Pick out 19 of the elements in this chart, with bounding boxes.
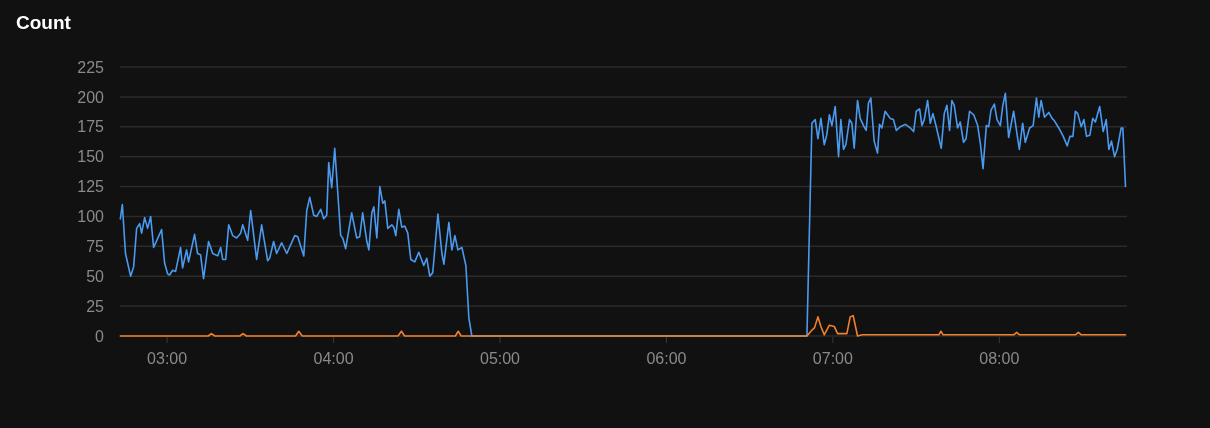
chart-title: Count bbox=[16, 12, 72, 33]
x-tick-label: 08:00 bbox=[979, 350, 1020, 368]
y-tick-label: 125 bbox=[77, 178, 105, 196]
x-tick-label: 04:00 bbox=[313, 350, 354, 368]
y-tick-label: 0 bbox=[95, 327, 105, 345]
line-series bbox=[119, 314, 1127, 337]
x-tick-label: 05:00 bbox=[479, 350, 521, 368]
y-tick-label: 100 bbox=[77, 208, 105, 226]
y-tick-label: 175 bbox=[77, 118, 105, 136]
y-tick-label: 25 bbox=[86, 297, 105, 315]
y-tick-label: 50 bbox=[86, 267, 105, 285]
x-tick-label: 06:00 bbox=[646, 350, 687, 368]
y-tick-label: 200 bbox=[77, 88, 105, 106]
line-series bbox=[119, 92, 1127, 337]
x-tick-label: 07:00 bbox=[812, 350, 854, 368]
y-tick-label: 225 bbox=[77, 58, 105, 76]
y-tick-label: 75 bbox=[86, 237, 105, 255]
y-tick-label: 150 bbox=[77, 148, 105, 166]
x-tick-label: 03:00 bbox=[147, 350, 188, 368]
